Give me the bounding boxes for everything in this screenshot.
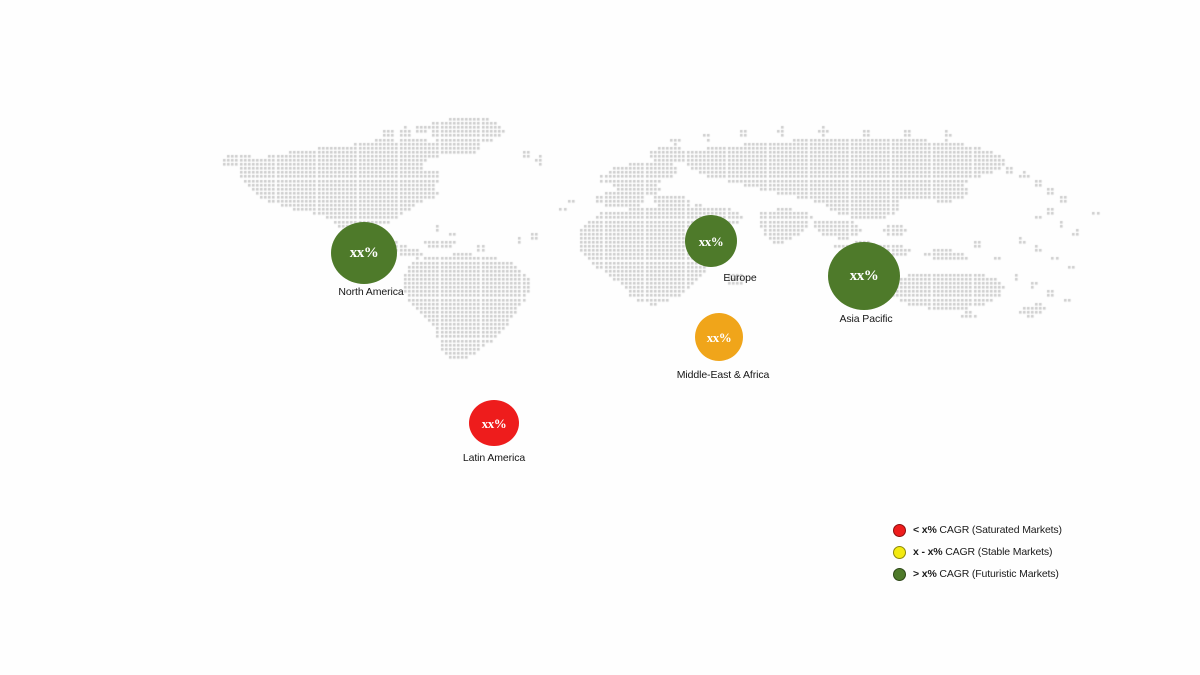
- region-bubble-middle-east-africa[interactable]: xx%: [695, 313, 743, 361]
- legend-dot-saturated: [893, 523, 906, 537]
- legend-row-saturated[interactable]: < x% CAGR (Saturated Markets): [893, 519, 1093, 541]
- legend-label-suffix: CAGR (Saturated Markets): [939, 524, 1062, 536]
- region-label-asia-pacific: Asia Pacific: [839, 313, 893, 325]
- legend-dot-stable: [893, 545, 906, 559]
- region-bubble-europe[interactable]: xx%: [685, 215, 737, 267]
- legend-label-prefix: x - x%: [913, 546, 943, 558]
- legend-label-prefix: > x%: [913, 568, 937, 580]
- region-label-middle-east-africa: Middle-East & Africa: [676, 369, 770, 381]
- legend-row-stable[interactable]: x - x% CAGR (Stable Markets): [893, 541, 1093, 563]
- legend: < x% CAGR (Saturated Markets) x - x% CAGR…: [893, 519, 1093, 585]
- region-bubble-latin-america[interactable]: xx%: [469, 400, 519, 446]
- legend-dot-futuristic: [893, 567, 906, 581]
- region-label-europe: Europe: [723, 272, 757, 284]
- region-bubble-asia-pacific[interactable]: xx%: [828, 242, 900, 310]
- legend-label-suffix: CAGR (Stable Markets): [945, 546, 1053, 558]
- legend-label-futuristic: > x% CAGR (Futuristic Markets): [913, 568, 1059, 580]
- region-label-north-america: North America: [338, 286, 404, 298]
- region-bubble-value: xx%: [698, 233, 724, 249]
- legend-label-suffix: CAGR (Futuristic Markets): [939, 568, 1059, 580]
- legend-label-stable: x - x% CAGR (Stable Markets): [913, 546, 1053, 558]
- region-label-latin-america: Latin America: [462, 452, 526, 464]
- region-bubble-value: xx%: [349, 244, 379, 261]
- legend-label-saturated: < x% CAGR (Saturated Markets): [913, 524, 1062, 536]
- region-bubble-value: xx%: [706, 329, 732, 345]
- legend-label-prefix: < x%: [913, 524, 937, 536]
- region-bubble-value: xx%: [481, 415, 507, 431]
- region-bubble-north-america[interactable]: xx%: [331, 222, 397, 284]
- legend-row-futuristic[interactable]: > x% CAGR (Futuristic Markets): [893, 563, 1093, 585]
- region-bubble-value: xx%: [849, 267, 879, 284]
